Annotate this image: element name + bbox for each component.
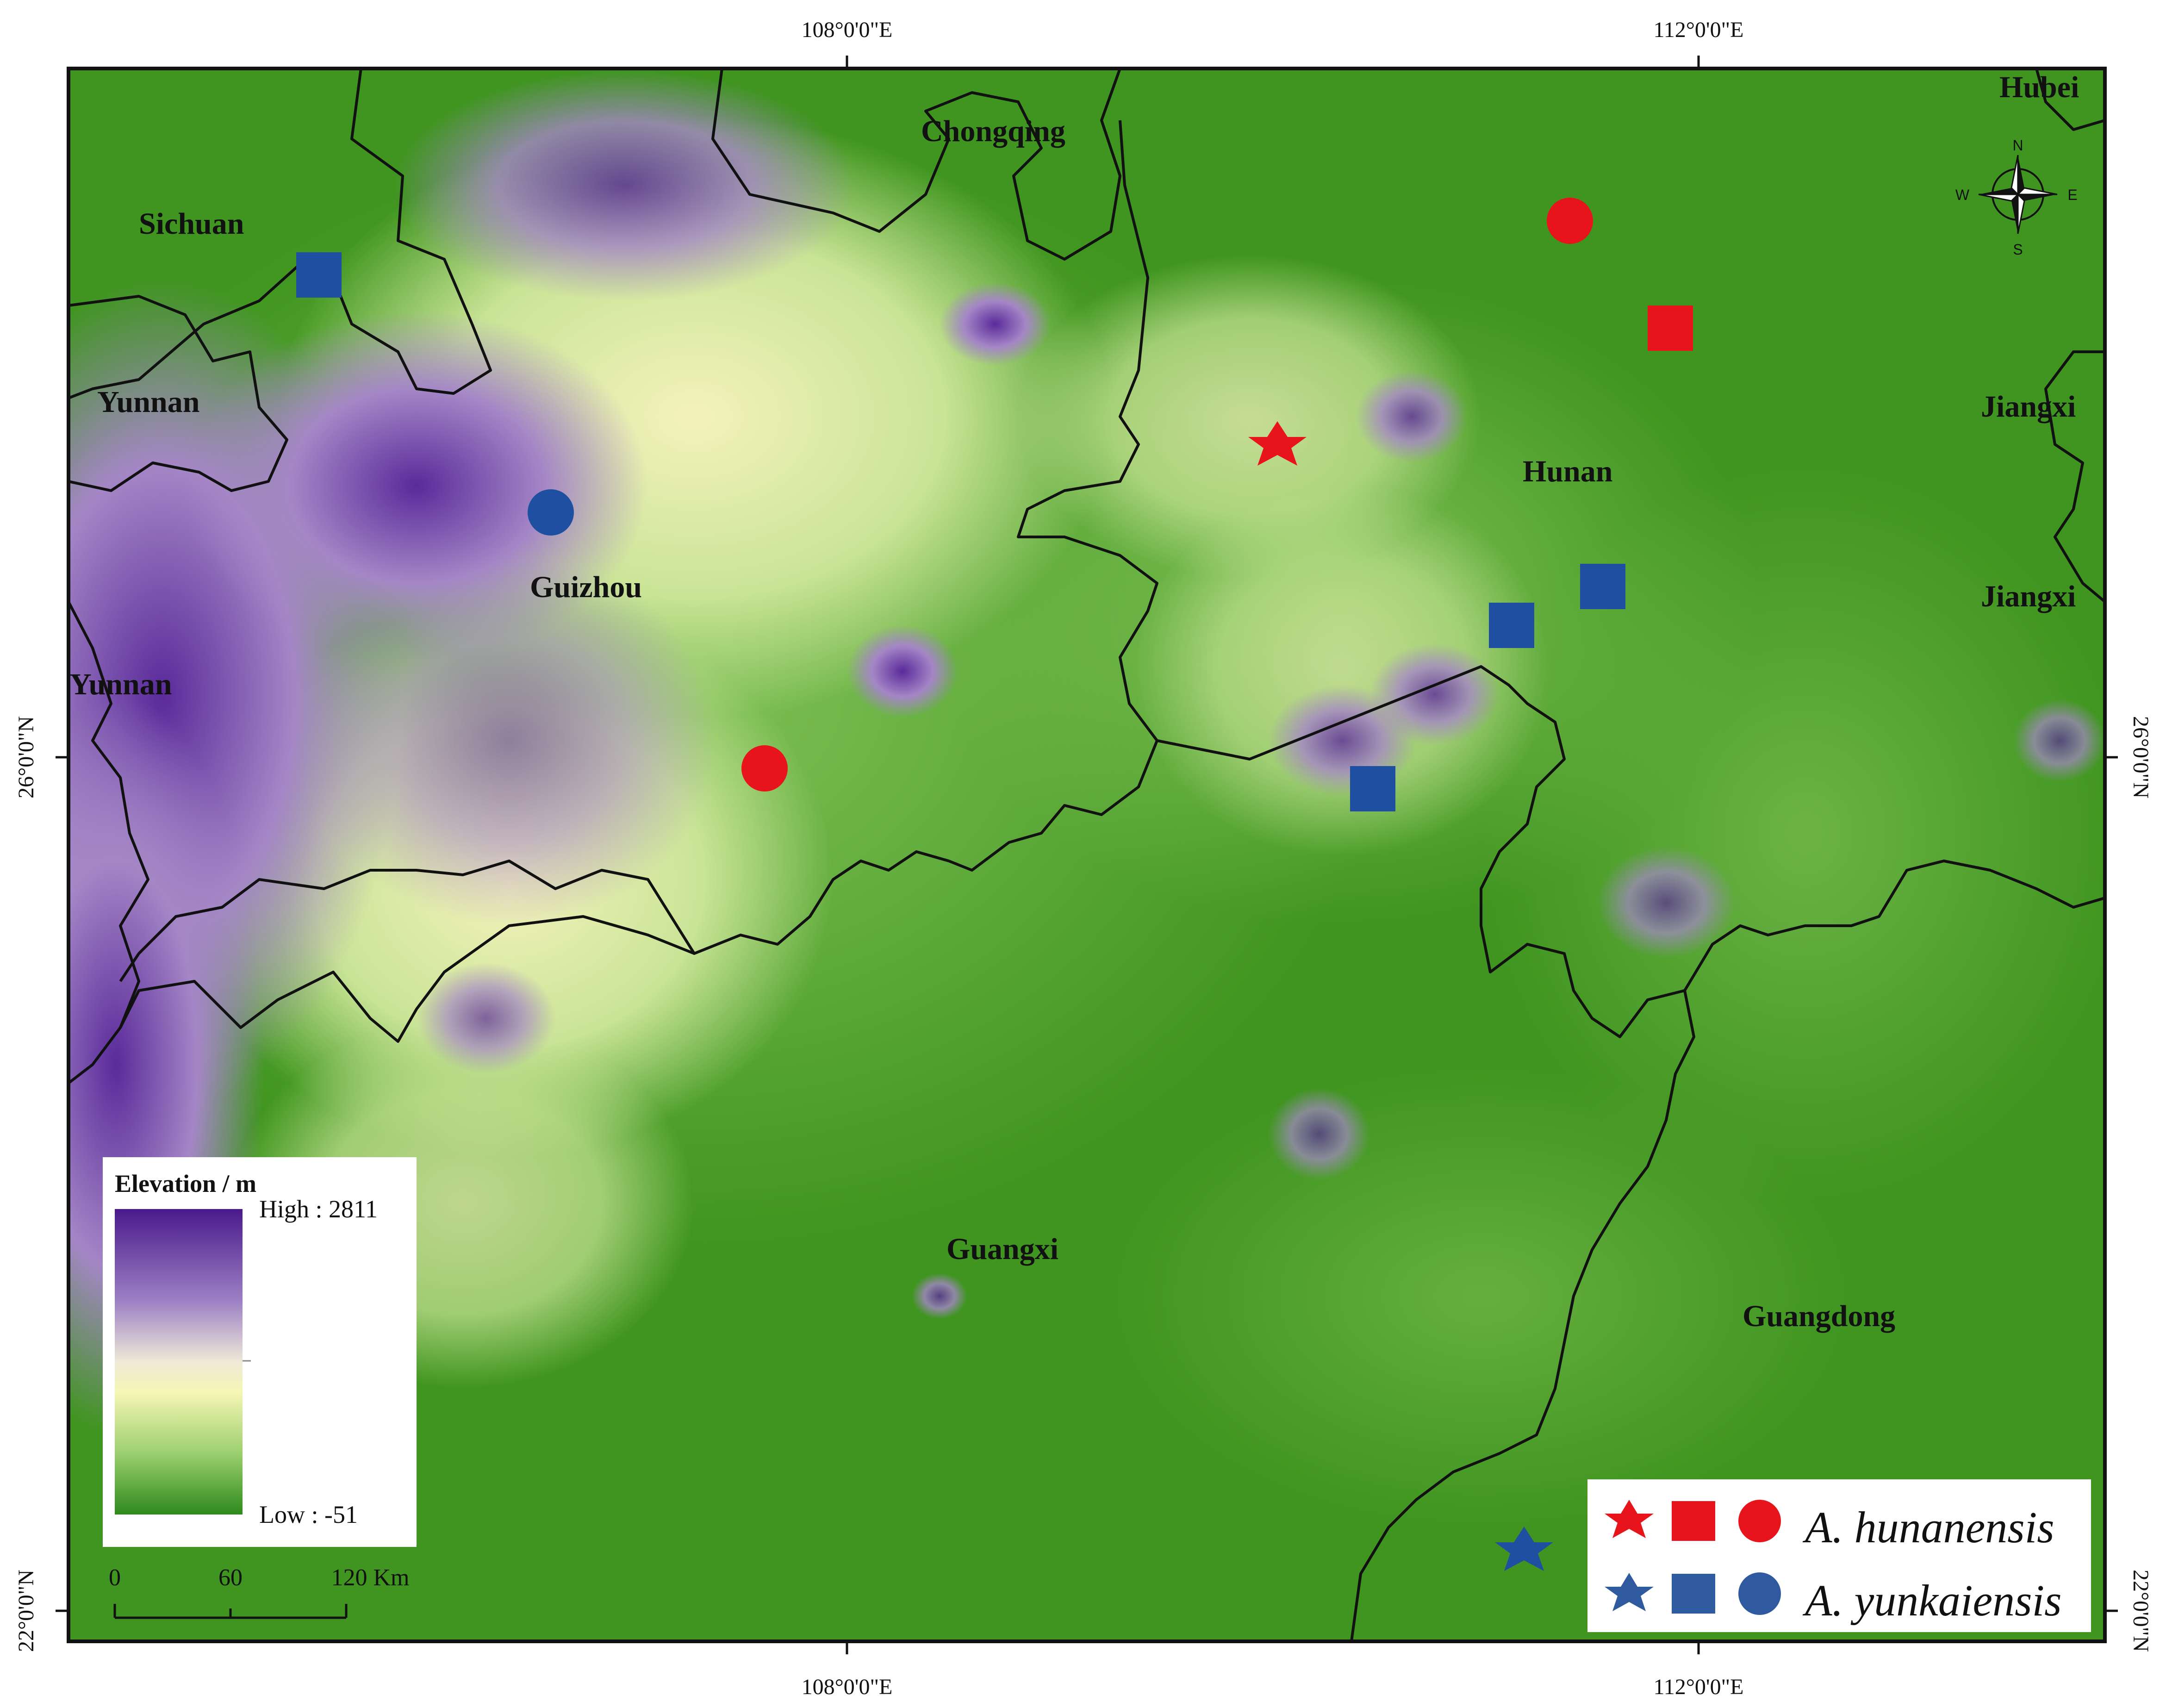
compass-w: W bbox=[1955, 187, 1970, 203]
label-sichuan: Sichuan bbox=[139, 207, 244, 241]
site-marker-circle-hunanensis bbox=[741, 745, 788, 792]
graticule-ticks bbox=[56, 56, 2118, 1654]
sample-sites bbox=[296, 198, 1693, 1571]
label-jiangxi-south: Jiangxi bbox=[1981, 580, 2076, 613]
site-marker-star-yunkaiensis bbox=[1495, 1527, 1553, 1571]
scale-tick-0: 0 bbox=[109, 1565, 121, 1591]
site-marker-square-hunanensis bbox=[1648, 305, 1693, 351]
coord-left-26: 26°0'0"N bbox=[14, 716, 38, 798]
label-guangxi: Guangxi bbox=[946, 1232, 1058, 1266]
site-marker-square-yunkaiensis bbox=[1580, 564, 1625, 609]
site-marker-circle-hunanensis bbox=[1547, 198, 1593, 244]
species-legend: A. hunanensis A. yunkaiensis bbox=[1587, 1479, 2091, 1632]
scale-tick-120: 120 Km bbox=[331, 1565, 410, 1591]
site-marker-square-yunkaiensis bbox=[296, 252, 342, 298]
legend-circle-yunkaiensis bbox=[1738, 1572, 1781, 1615]
elevation-legend-high: High : 2811 bbox=[259, 1195, 378, 1223]
label-guizhou: Guizhou bbox=[530, 570, 642, 604]
label-chongqing: Chongqing bbox=[921, 114, 1065, 148]
label-hunan: Hunan bbox=[1523, 455, 1612, 488]
site-marker-square-yunkaiensis bbox=[1350, 766, 1395, 811]
site-marker-circle-yunkaiensis bbox=[528, 489, 574, 536]
legend-star-hunanensis bbox=[1605, 1500, 1654, 1538]
legend-label-yunkaiensis: A. yunkaiensis bbox=[1802, 1576, 2062, 1625]
label-guangdong: Guangdong bbox=[1743, 1299, 1895, 1333]
site-marker-square-yunkaiensis bbox=[1489, 603, 1534, 648]
coord-right-26: 26°0'0"N bbox=[2129, 716, 2153, 798]
legend-star-yunkaiensis bbox=[1605, 1573, 1654, 1611]
elevation-legend-title: Elevation / m bbox=[115, 1170, 256, 1197]
elevation-legend: Elevation / m High : 2811 Low : -51 0 60… bbox=[103, 1157, 417, 1619]
legend-label-hunanensis: A. hunanensis bbox=[1802, 1502, 2054, 1552]
compass-rose: N S E W bbox=[1955, 137, 2078, 258]
coord-top-112: 112°0'0"E bbox=[1654, 18, 1744, 42]
elevation-color-ramp bbox=[115, 1209, 243, 1515]
site-marker-star-hunanensis bbox=[1248, 421, 1307, 466]
legend-square-hunanensis bbox=[1672, 1501, 1715, 1541]
coord-bottom-108: 108°0'0"E bbox=[802, 1675, 893, 1699]
map-frame bbox=[67, 67, 2107, 1643]
label-hubei: Hubei bbox=[1999, 70, 2079, 104]
compass-n: N bbox=[2012, 137, 2023, 154]
legend-circle-hunanensis bbox=[1738, 1500, 1781, 1542]
label-jiangxi-north: Jiangxi bbox=[1981, 390, 2076, 424]
compass-e: E bbox=[2067, 187, 2077, 203]
coord-right-22: 22°0'0"N bbox=[2129, 1570, 2153, 1652]
province-boundaries bbox=[68, 69, 2105, 1641]
legend-square-yunkaiensis bbox=[1672, 1574, 1715, 1614]
compass-s: S bbox=[2013, 241, 2023, 258]
scale-tick-60: 60 bbox=[218, 1565, 243, 1591]
label-yunnan-south: Yunnan bbox=[69, 667, 172, 701]
elevation-legend-low: Low : -51 bbox=[259, 1501, 358, 1528]
coord-bottom-112: 112°0'0"E bbox=[1654, 1675, 1744, 1699]
scale-bar: 0 60 120 Km bbox=[109, 1565, 410, 1619]
coord-top-108: 108°0'0"E bbox=[802, 18, 893, 42]
coord-left-22: 22°0'0"N bbox=[14, 1570, 38, 1652]
label-yunnan-north: Yunnan bbox=[97, 385, 199, 419]
